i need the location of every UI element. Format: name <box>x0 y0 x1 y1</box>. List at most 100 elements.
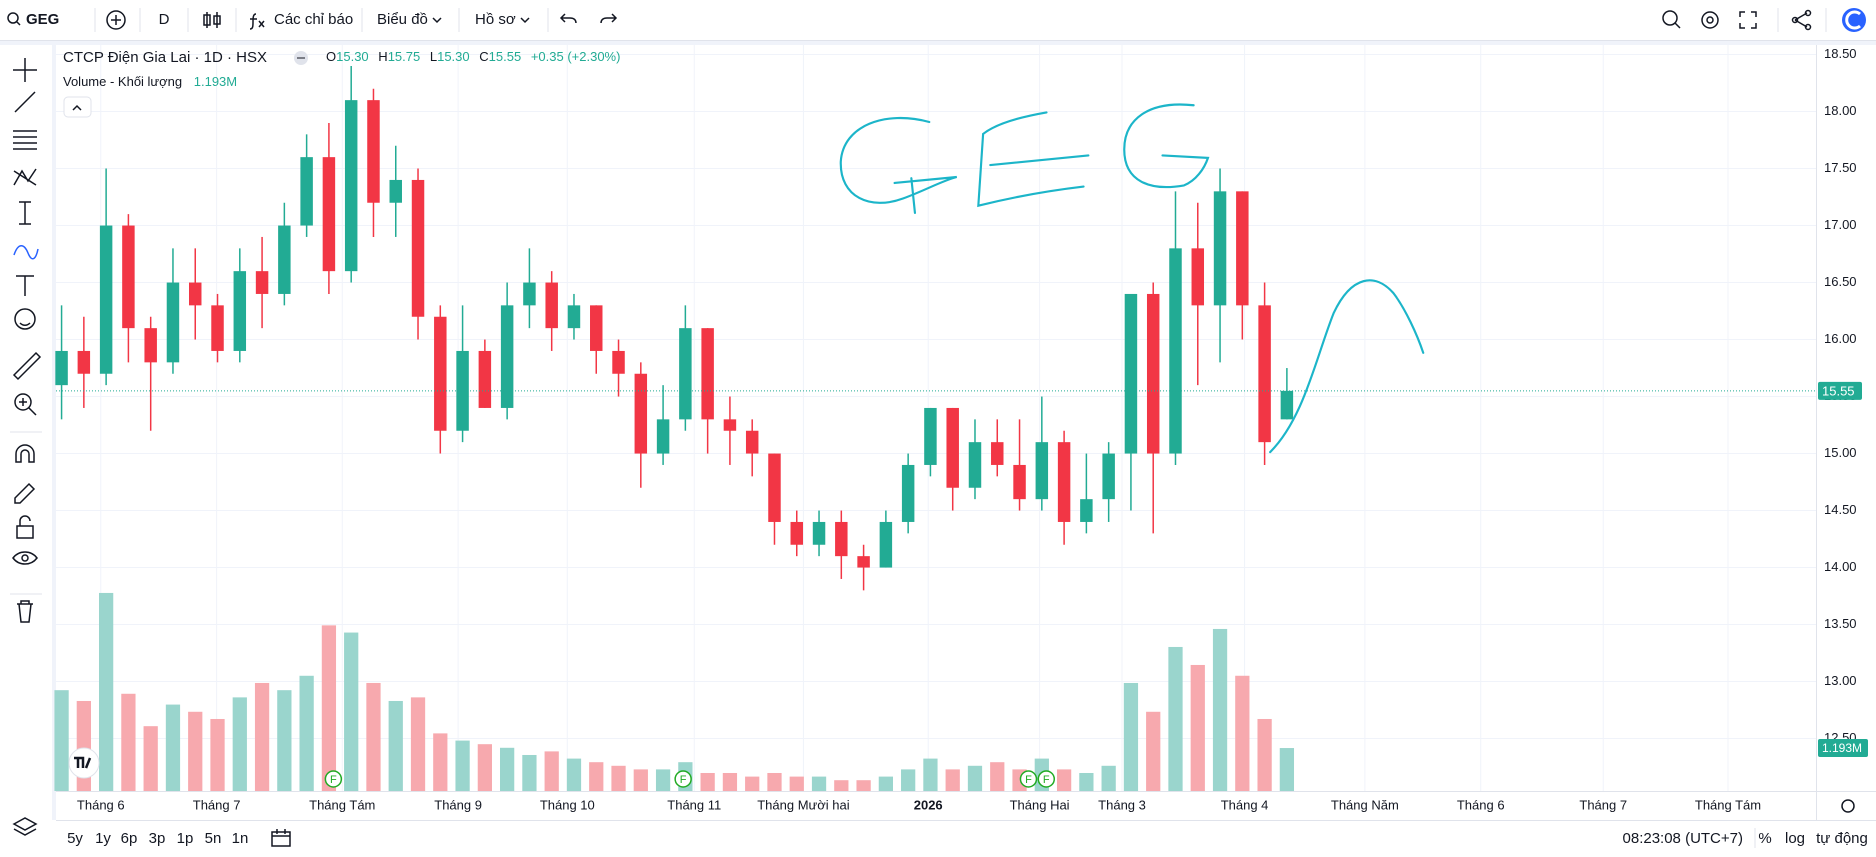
log-toggle[interactable]: log <box>1785 830 1805 847</box>
visibility-tool[interactable] <box>12 551 38 565</box>
chart-menu[interactable]: Biểu đồ <box>377 11 428 28</box>
volume-bar <box>1079 772 1094 791</box>
object-tree[interactable] <box>12 817 38 836</box>
volume-bar <box>655 769 671 791</box>
candle-body <box>835 521 848 557</box>
event-marker[interactable] <box>1037 770 1056 788</box>
candle-body <box>500 305 514 408</box>
candle-body <box>1169 248 1182 454</box>
event-marker[interactable] <box>674 770 692 788</box>
indicators-button[interactable]: Các chỉ báo <box>249 11 353 30</box>
event-marker[interactable] <box>1019 770 1038 788</box>
indicators[interactable]: Các chỉ báo <box>274 11 353 28</box>
volume-bar <box>410 697 426 791</box>
date-range[interactable] <box>271 829 291 847</box>
projection-tool[interactable] <box>19 201 31 225</box>
volume-bar <box>566 758 582 791</box>
x-tick-label: Tháng Tám <box>1695 797 1761 812</box>
text-tool[interactable] <box>16 275 34 296</box>
delete-tool[interactable] <box>17 600 33 623</box>
volume-bar <box>210 718 225 791</box>
add-symbol[interactable] <box>106 10 126 30</box>
quick-search[interactable] <box>1662 10 1678 26</box>
event-label: F <box>1043 774 1050 786</box>
candle-body <box>456 350 469 431</box>
share <box>1804 23 1812 31</box>
lock-drawing-tool[interactable] <box>14 482 36 504</box>
emoji-tool[interactable] <box>14 308 36 330</box>
range-button[interactable]: 3p <box>149 830 166 847</box>
event-marker[interactable] <box>324 770 343 788</box>
candle-body <box>790 521 803 545</box>
volume-bar <box>1056 769 1072 791</box>
toolbar-gap <box>0 41 1876 45</box>
range-button[interactable]: 1n <box>232 830 249 847</box>
magnet-tool[interactable] <box>15 444 35 463</box>
candle-body <box>1213 191 1227 306</box>
volume-bar <box>1235 675 1250 791</box>
measure-tool[interactable] <box>12 351 42 381</box>
candle-body <box>434 316 447 431</box>
candle-body <box>924 407 937 465</box>
x-tick-label: Tháng 11 <box>667 797 721 812</box>
fullscreen[interactable] <box>1739 11 1757 29</box>
range-button[interactable]: 5n <box>205 830 222 847</box>
redo[interactable] <box>600 13 618 24</box>
settings <box>1706 16 1714 24</box>
auto-toggle[interactable]: tự động <box>1816 830 1868 847</box>
percent-toggle[interactable]: % <box>1758 830 1771 847</box>
ohlc-legend: O15.30 H15.75 L15.30 C15.55 +0.35 (+2.30… <box>326 49 620 64</box>
candle-icon <box>203 12 221 28</box>
volume-bar <box>455 740 470 791</box>
candle-body <box>946 407 959 488</box>
profile-menu[interactable]: Hồ sơ <box>475 11 516 28</box>
crosshair-tool[interactable] <box>13 58 37 82</box>
symbol[interactable]: GEG <box>26 11 59 28</box>
candle-body <box>189 282 202 306</box>
last-price-label: 15.55 <box>1822 383 1855 398</box>
volume-bar <box>789 776 804 791</box>
x-tick-label: Tháng 10 <box>540 797 595 812</box>
volume-bar <box>433 733 448 791</box>
emoji-tool <box>19 322 31 326</box>
candle-body <box>1080 499 1093 522</box>
brush-tool[interactable] <box>13 245 39 260</box>
symbol-search[interactable]: GEG <box>7 11 59 28</box>
trendline-tool[interactable] <box>14 91 36 113</box>
share <box>1791 16 1799 24</box>
volume-bar <box>98 592 114 791</box>
settings[interactable] <box>1701 11 1719 29</box>
chart-type[interactable] <box>203 12 221 28</box>
candle-body <box>590 305 603 351</box>
range-button[interactable]: 1y <box>95 830 111 847</box>
plus-icon <box>111 15 121 25</box>
interval[interactable]: D <box>159 11 170 28</box>
axis-settings[interactable] <box>1841 799 1855 813</box>
undo[interactable] <box>559 13 577 24</box>
volume-bar <box>277 690 292 791</box>
volume-bar <box>1101 765 1116 791</box>
range-button[interactable]: 1p <box>177 830 194 847</box>
volume-tag-label: 1.193M <box>1822 741 1862 755</box>
ohlc-value: 15.75 <box>388 49 421 64</box>
candle-body <box>567 305 581 329</box>
clock: 08:23:08 (UTC+7) <box>1623 830 1743 847</box>
candle-body <box>1035 442 1049 500</box>
range-button[interactable]: 6p <box>121 830 138 847</box>
lock-tool[interactable] <box>16 515 34 539</box>
chevron <box>520 17 530 24</box>
fib-tool[interactable] <box>13 130 37 150</box>
volume-bar <box>500 747 515 791</box>
candle-body <box>344 100 358 272</box>
candle-body <box>1102 453 1115 500</box>
range-button[interactable]: 5y <box>67 830 83 847</box>
candle-body <box>255 271 269 294</box>
pattern-tool[interactable] <box>13 168 37 186</box>
search-icon <box>16 21 21 26</box>
volume-title: Volume - Khối lượng <box>63 74 182 89</box>
candle-body <box>1280 390 1294 420</box>
zoom-tool[interactable] <box>14 393 32 411</box>
candle-body <box>612 350 625 374</box>
